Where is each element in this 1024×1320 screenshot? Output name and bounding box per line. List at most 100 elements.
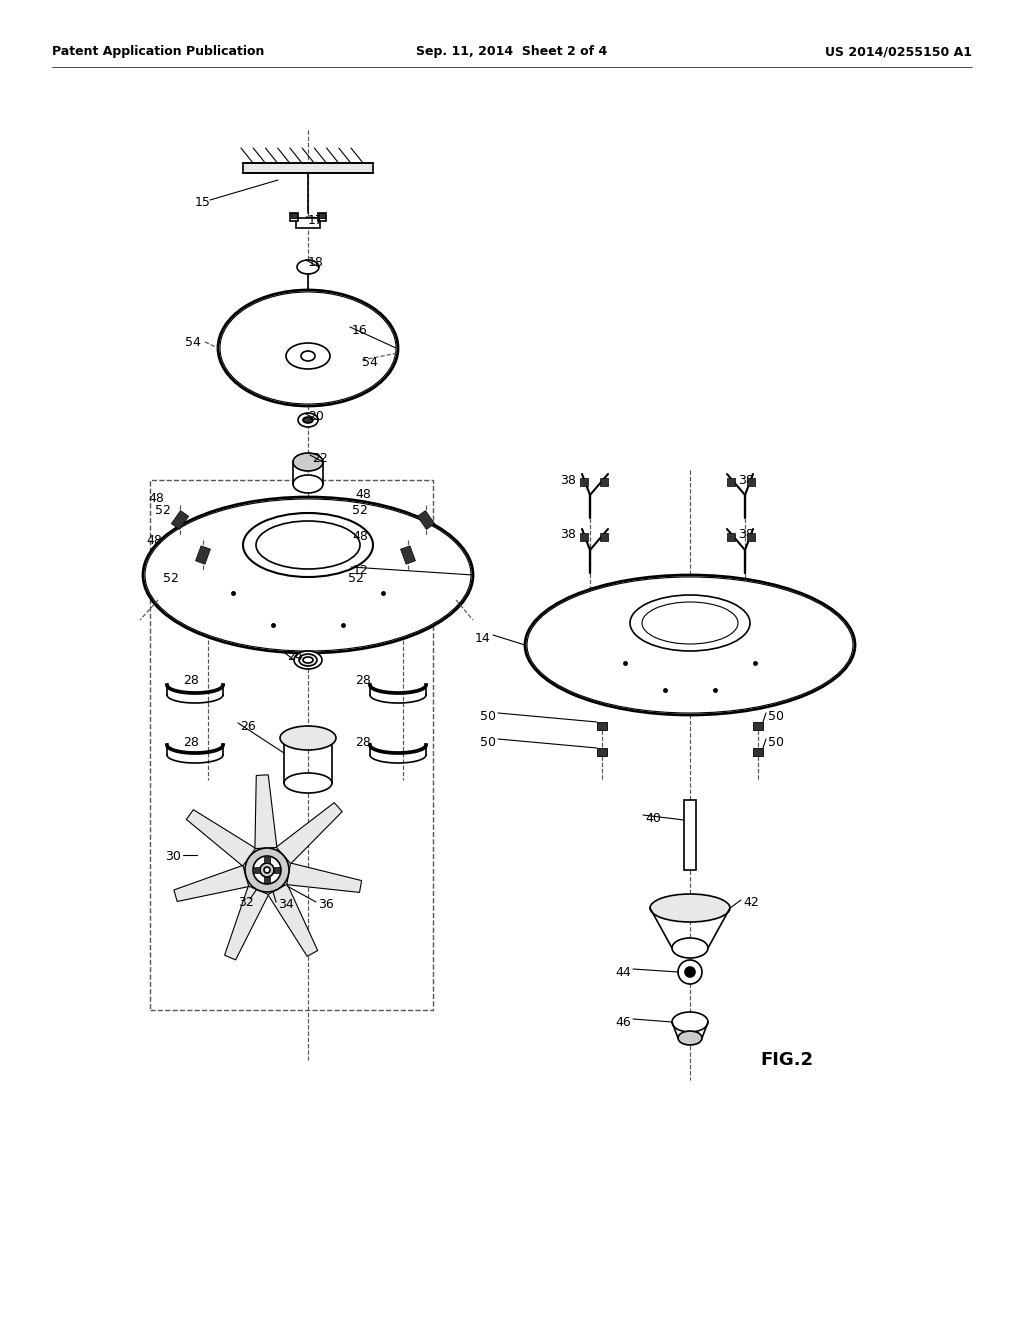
Ellipse shape: [299, 653, 317, 667]
Text: 36: 36: [318, 899, 334, 912]
Text: 44: 44: [615, 965, 631, 978]
Circle shape: [260, 863, 274, 876]
Text: 48: 48: [148, 491, 164, 504]
Bar: [600, 478, 608, 486]
Text: 30: 30: [165, 850, 181, 863]
Polygon shape: [196, 545, 211, 564]
Text: 40: 40: [645, 812, 660, 825]
Circle shape: [685, 968, 695, 977]
Bar: [264, 857, 270, 863]
Ellipse shape: [297, 260, 319, 275]
Polygon shape: [171, 511, 188, 529]
Circle shape: [678, 960, 702, 983]
Bar: [296, 218, 319, 228]
Text: 50: 50: [480, 735, 496, 748]
Polygon shape: [224, 886, 268, 960]
Text: 34: 34: [278, 899, 294, 912]
Bar: [264, 876, 270, 883]
Polygon shape: [174, 866, 249, 902]
Text: 18: 18: [308, 256, 324, 269]
Text: FIG.2: FIG.2: [760, 1051, 813, 1069]
Polygon shape: [186, 809, 256, 866]
Ellipse shape: [303, 657, 313, 663]
Ellipse shape: [280, 726, 336, 750]
Ellipse shape: [525, 576, 855, 715]
Polygon shape: [276, 803, 342, 863]
Bar: [318, 213, 326, 220]
Text: 15: 15: [195, 197, 211, 210]
Circle shape: [245, 847, 289, 892]
Text: 50: 50: [768, 710, 784, 722]
Bar: [150, 480, 433, 1010]
Ellipse shape: [293, 453, 323, 471]
Text: 48: 48: [355, 488, 371, 502]
Text: 16: 16: [352, 323, 368, 337]
Bar: [319, 213, 325, 218]
Text: 50: 50: [480, 710, 496, 722]
Ellipse shape: [678, 1031, 702, 1045]
Text: 28: 28: [183, 735, 199, 748]
Bar: [684, 800, 696, 870]
Ellipse shape: [672, 939, 708, 958]
Bar: [254, 867, 260, 873]
Text: 12: 12: [353, 564, 369, 577]
Text: Patent Application Publication: Patent Application Publication: [52, 45, 264, 58]
Text: Sep. 11, 2014  Sheet 2 of 4: Sep. 11, 2014 Sheet 2 of 4: [417, 45, 607, 58]
Text: 38: 38: [738, 528, 754, 541]
Ellipse shape: [298, 413, 318, 426]
Ellipse shape: [303, 417, 313, 422]
Text: 20: 20: [308, 411, 324, 424]
Bar: [597, 748, 607, 756]
Text: 38: 38: [560, 528, 575, 541]
Text: 52: 52: [163, 572, 179, 585]
Text: 54: 54: [185, 337, 201, 350]
Text: 28: 28: [355, 673, 371, 686]
Ellipse shape: [143, 498, 473, 653]
Ellipse shape: [218, 290, 398, 407]
Text: 42: 42: [743, 896, 759, 909]
Bar: [291, 213, 297, 218]
Text: 38: 38: [560, 474, 575, 487]
Ellipse shape: [672, 1012, 708, 1032]
Text: 26: 26: [240, 719, 256, 733]
Text: 32: 32: [238, 895, 254, 908]
Circle shape: [264, 867, 270, 873]
Bar: [746, 478, 755, 486]
Text: 28: 28: [355, 735, 371, 748]
Polygon shape: [400, 545, 416, 564]
Bar: [746, 533, 755, 541]
Bar: [727, 533, 735, 541]
Text: 46: 46: [615, 1015, 631, 1028]
Ellipse shape: [650, 894, 730, 921]
Text: 22: 22: [312, 451, 328, 465]
Text: 52: 52: [155, 503, 171, 516]
Bar: [580, 533, 588, 541]
Bar: [290, 213, 298, 220]
Bar: [727, 478, 735, 486]
Text: 28: 28: [183, 673, 199, 686]
Polygon shape: [268, 884, 317, 956]
Bar: [274, 867, 280, 873]
Bar: [580, 478, 588, 486]
Text: 50: 50: [768, 735, 784, 748]
Bar: [597, 722, 607, 730]
Text: 48: 48: [146, 533, 162, 546]
Text: 14: 14: [475, 631, 490, 644]
Bar: [753, 748, 763, 756]
Ellipse shape: [294, 651, 322, 669]
Polygon shape: [418, 511, 434, 529]
Text: 38: 38: [738, 474, 754, 487]
Polygon shape: [287, 863, 361, 892]
Text: 24: 24: [287, 649, 303, 663]
Text: US 2014/0255150 A1: US 2014/0255150 A1: [825, 45, 972, 58]
Bar: [600, 533, 608, 541]
Ellipse shape: [284, 729, 332, 748]
Text: 48: 48: [352, 531, 368, 544]
Polygon shape: [255, 775, 276, 849]
Text: 52: 52: [352, 503, 368, 516]
Ellipse shape: [284, 774, 332, 793]
Text: 17: 17: [308, 214, 324, 227]
Bar: [753, 722, 763, 730]
Circle shape: [253, 855, 281, 884]
Text: 52: 52: [348, 572, 364, 585]
